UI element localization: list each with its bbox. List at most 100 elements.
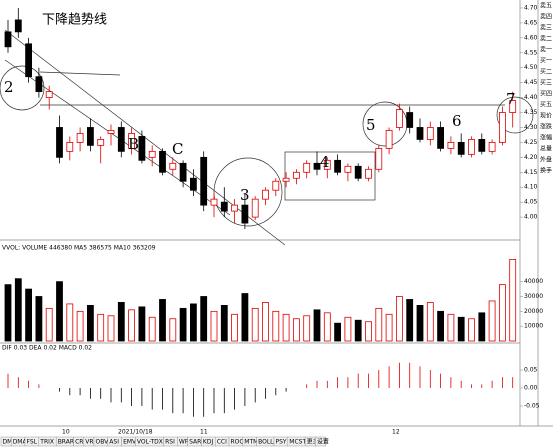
volume-bar [323,312,331,342]
volume-bar [117,302,125,342]
candle-body [231,204,239,212]
tab-label[interactable]: EMV [123,439,137,446]
candle-body [251,198,259,218]
tab-label[interactable]: KDJ [203,439,214,446]
annotation: B [128,135,139,153]
volume-bar [385,313,393,342]
side-label: 买二 [540,68,552,76]
tab-label[interactable]: CCI [217,439,227,446]
volume-bar [292,318,300,342]
volume-bar [375,307,383,342]
tab[interactable] [315,436,326,447]
side-label: 卖四 [540,14,552,21]
tab-label[interactable]: VR [85,439,93,446]
tab-label[interactable]: WR [179,439,189,446]
y-tick-label: 4.35 [524,109,538,116]
tab-label[interactable]: OBV [96,439,110,446]
volume-bar [56,281,63,342]
annotation: 7 [506,90,516,108]
annotation: 3 [240,186,250,204]
tab-label[interactable]: SAR [189,439,201,446]
side-label: 卖三 [540,25,552,32]
macd-title: DIF 0.03 DEA 0.02 MACD 0.02 [2,345,92,352]
tab-label[interactable]: DMA [13,439,28,446]
circle-2 [0,65,45,111]
volume-bar [282,313,290,342]
candle-body [56,127,63,158]
volume-bar [313,309,321,342]
y-tick-label: 0.05 [524,367,538,374]
y-tick-label: 4.30 [524,124,538,131]
candle-body [416,127,424,140]
volume-bar [220,304,228,342]
annotation: 5 [366,116,376,134]
volume-bar [35,296,43,342]
tab-label[interactable]: RSI [165,439,175,446]
volume-bar [200,296,208,342]
candle-body [14,19,22,33]
annotation: C [172,140,183,158]
tab-label[interactable]: MTM [244,439,258,446]
side-label: 现价 [540,113,552,120]
candle-body [4,31,12,48]
y-tick-label: 4.70 [524,4,538,11]
side-label: 涨幅 [540,134,552,142]
candle-body [189,177,197,191]
tab-label[interactable]: DM [3,439,13,446]
candle-body [169,162,177,170]
annotation: 2 [4,78,14,96]
candle-body [148,150,156,158]
candle-body [200,156,208,206]
circle-7 [496,96,534,134]
tab-label[interactable]: BOLL [258,439,274,446]
tab-label[interactable]: VOL-TDX [137,439,163,446]
candle-body [498,112,506,143]
volume-bar [159,299,166,342]
tab-label[interactable]: 更多 [307,438,319,446]
candle-body [426,127,434,140]
y-tick-label: 4.20 [524,154,538,161]
side-label: 换手 [540,167,552,175]
tab-label[interactable]: ASI [109,439,119,446]
volume-bar [66,303,74,342]
y-tick-label: 4.60 [524,34,538,41]
tab-label[interactable]: 设置 [317,438,329,446]
date-label: 11 [200,429,208,436]
tab-label[interactable]: FSL [27,439,38,446]
tab-label[interactable]: MCST [289,439,306,446]
tab-label[interactable]: TRIX [39,439,54,446]
volume-bar [416,304,424,342]
tab-label[interactable]: CR [75,439,83,446]
side-label: 卖一 [540,47,552,54]
candle-body [478,139,486,152]
candle-body [45,91,53,98]
volume-bar [148,316,156,342]
candle-body [447,142,455,149]
volume-bar [437,310,445,342]
tab-label[interactable]: PSY [276,439,287,446]
volume-bar [426,302,434,342]
side-label: 买一 [540,57,552,65]
side-label: 涨跌 [540,123,552,131]
volume-bar [272,310,280,342]
candle-body [292,171,300,179]
y-tick-label: 4.55 [524,49,538,56]
volume-bar [76,310,84,342]
y-tick-label: 40000 [524,278,543,285]
candle-body [210,198,218,206]
y-tick-label: 20000 [524,308,543,315]
volume-bar [87,304,94,342]
candle-body [334,159,342,173]
y-tick-label: 4.45 [524,79,538,86]
volume-bar [138,306,146,342]
candle-body [395,109,403,128]
tab-label[interactable]: ROC [231,439,244,446]
volume-bar [447,313,455,342]
circle-3 [213,157,283,227]
tab-label[interactable]: BRAR [58,439,74,446]
chart-title: 下降趋势线 [42,12,107,28]
date-label: 12 [392,429,400,436]
y-tick-label: 4.40 [524,94,538,101]
volume-bar [457,316,465,342]
